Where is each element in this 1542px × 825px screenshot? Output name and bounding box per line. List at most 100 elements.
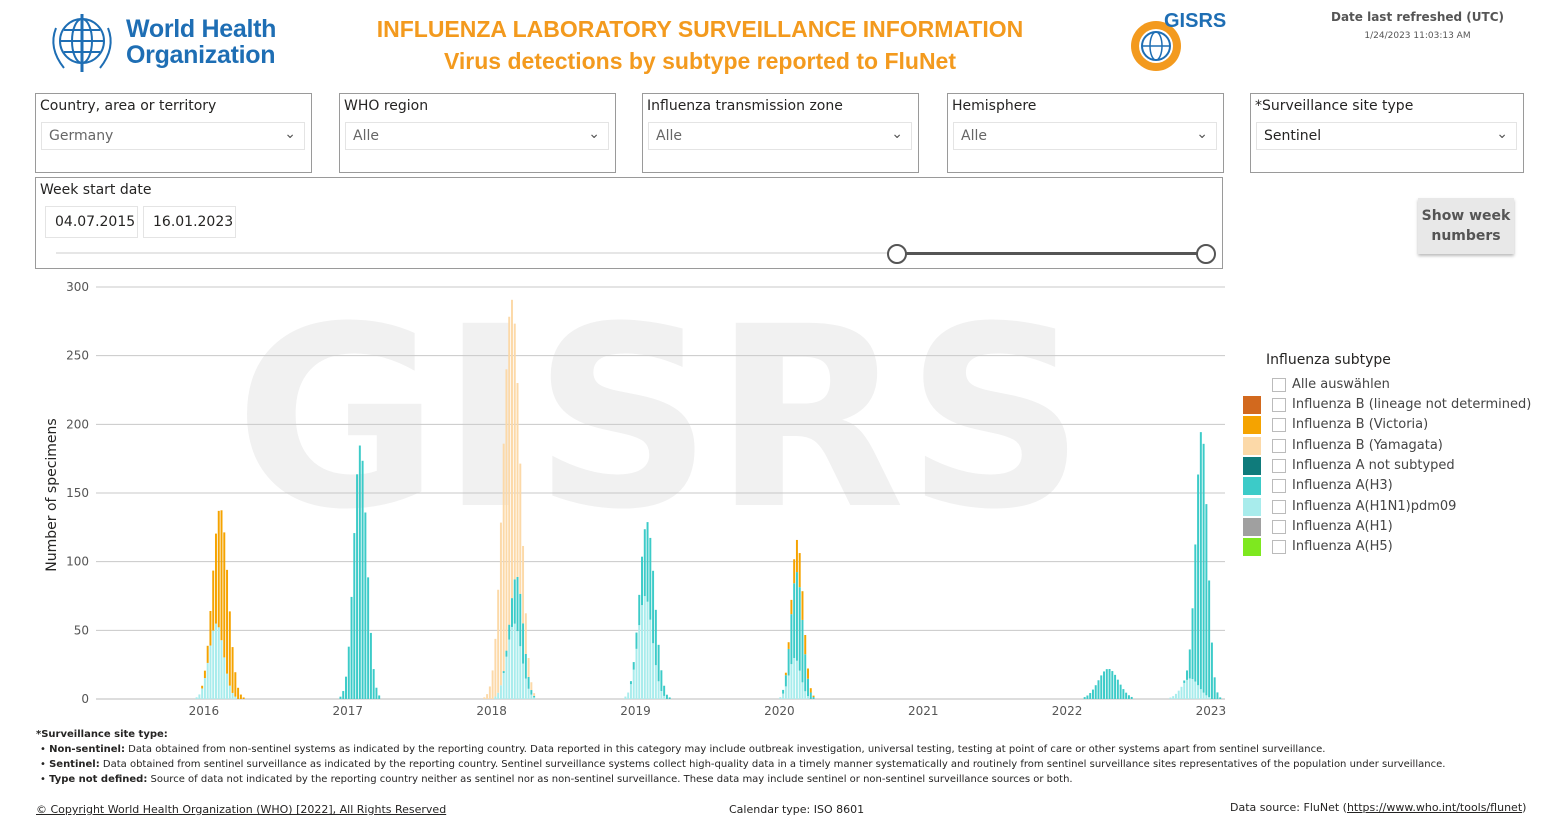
- bar-segment: [1108, 669, 1111, 699]
- bar-segment: [643, 529, 646, 597]
- bar-segment: [228, 685, 231, 699]
- bar-segment: [643, 596, 646, 699]
- bar-segment: [345, 676, 347, 699]
- bar-segment: [206, 645, 209, 663]
- bar-segment: [1202, 692, 1205, 699]
- date-slider-end-handle[interactable]: [1196, 244, 1216, 264]
- bar-segment: [237, 687, 240, 699]
- legend-item[interactable]: Influenza B (Victoria): [1243, 415, 1533, 435]
- bar-segment: [483, 697, 486, 699]
- legend-item-label: Influenza B (Yamagata): [1292, 437, 1443, 453]
- footnote-text: Data obtained from non-sentinel systems …: [124, 744, 1326, 755]
- bar-segment: [660, 691, 663, 699]
- bar-segment: [812, 695, 815, 698]
- bar-segment: [801, 591, 804, 620]
- legend-item[interactable]: Influenza A(H3): [1243, 476, 1533, 496]
- bar-segment: [339, 696, 342, 699]
- bar-segment: [530, 690, 533, 695]
- checkbox[interactable]: [1272, 378, 1286, 392]
- bar-segment: [502, 673, 505, 699]
- checkbox[interactable]: [1272, 398, 1286, 412]
- legend-item[interactable]: Influenza A(H1): [1243, 517, 1533, 537]
- y-tick-label: 300: [66, 280, 89, 294]
- bar-segment: [201, 688, 204, 699]
- bar-segment: [649, 619, 652, 699]
- bar-segment: [231, 647, 234, 693]
- copyright-link[interactable]: © Copyright World Health Organization (W…: [36, 803, 447, 816]
- bar-segment: [505, 369, 508, 651]
- footnote-line-sentinel: • Sentinel: Data obtained from sentinel …: [40, 759, 1446, 770]
- legend-swatch: [1243, 477, 1261, 496]
- bar-segment: [660, 670, 663, 692]
- bar-segment: [519, 463, 522, 594]
- checkbox[interactable]: [1272, 479, 1286, 494]
- chevron-down-icon: ⌄: [1196, 126, 1208, 142]
- footnote-heading-text: *Surveillance site type:: [36, 729, 168, 740]
- filter-hemisphere-label: Hemisphere: [952, 98, 1037, 114]
- bar-segment: [228, 611, 231, 686]
- week-start-from-input[interactable]: 04.07.2015: [45, 206, 138, 238]
- bar-segment: [1172, 696, 1175, 699]
- bar-segment: [511, 626, 513, 699]
- checkbox[interactable]: [1272, 540, 1286, 555]
- week-start-date-label: Week start date: [40, 182, 152, 198]
- bar-segment: [508, 624, 511, 640]
- bar-segment: [217, 627, 220, 699]
- bar-segment: [530, 682, 533, 691]
- bar-segment: [527, 657, 530, 677]
- bar-segment: [801, 619, 804, 683]
- checkbox[interactable]: [1272, 458, 1286, 473]
- footnote-term: Type not defined:: [49, 774, 148, 785]
- legend-item[interactable]: Influenza A(H1N1)pdm09: [1243, 497, 1533, 517]
- bar-segment: [627, 692, 630, 699]
- filter-who-region-dropdown[interactable]: Alle ⌄: [345, 122, 609, 150]
- bar-segment: [1202, 443, 1205, 693]
- bar-segment: [486, 694, 489, 699]
- filter-hemisphere-dropdown[interactable]: Alle ⌄: [953, 122, 1217, 150]
- filter-transmission-zone-dropdown[interactable]: Alle ⌄: [648, 122, 912, 150]
- legend-select-all[interactable]: Alle auswählen: [1243, 375, 1533, 395]
- data-source-link[interactable]: https://www.who.int/tools/flunet: [1346, 801, 1523, 814]
- week-start-to-input[interactable]: 16.01.2023: [143, 206, 236, 238]
- filter-country-label: Country, area or territory: [40, 98, 217, 114]
- checkbox[interactable]: [1272, 519, 1286, 534]
- show-week-numbers-button[interactable]: Show week numbers: [1418, 198, 1514, 254]
- date-slider-start-handle[interactable]: [887, 244, 907, 264]
- bar-segment: [795, 572, 798, 661]
- footnote-term: Non-sentinel:: [49, 744, 125, 755]
- checkbox[interactable]: [1272, 499, 1286, 514]
- bar-segment: [1219, 697, 1222, 699]
- legend-select-all-label: Alle auswählen: [1292, 377, 1390, 392]
- bar-segment: [638, 594, 641, 626]
- legend-item[interactable]: Influenza A(H5): [1243, 537, 1533, 557]
- legend-swatch: [1243, 416, 1261, 435]
- filter-who-region-label: WHO region: [344, 98, 429, 114]
- bar-segment: [635, 632, 638, 649]
- checkbox[interactable]: [1272, 418, 1286, 433]
- legend-item[interactable]: Influenza B (Yamagata): [1243, 436, 1533, 456]
- x-tick-label: 2022: [1052, 704, 1083, 718]
- filter-country-value: Germany: [49, 128, 114, 144]
- bar-segment: [533, 693, 536, 696]
- x-tick-label: 2016: [189, 704, 220, 718]
- x-tick-label: 2020: [764, 704, 795, 718]
- bar-segment: [1186, 679, 1188, 699]
- bar-segment: [524, 613, 527, 654]
- bar-segment: [1210, 642, 1213, 699]
- filter-surveillance-site-type-dropdown[interactable]: Sentinel ⌄: [1256, 122, 1517, 150]
- flu-subtype-chart: GISRS 0 50 100 150 200 250 300 2016 2017 2018 201…: [44, 273, 1226, 718]
- bar-segment: [1188, 678, 1191, 699]
- bar-segment: [804, 634, 807, 655]
- legend-item[interactable]: Influenza B (lineage not determined): [1243, 395, 1533, 415]
- bar-segment: [1188, 649, 1191, 679]
- filter-hemisphere: Hemisphere Alle ⌄: [947, 93, 1224, 173]
- bar-segment: [795, 660, 798, 699]
- legend-item[interactable]: Influenza A not subtyped: [1243, 456, 1533, 476]
- checkbox[interactable]: [1272, 438, 1286, 453]
- filter-who-region: WHO region Alle ⌄: [339, 93, 616, 173]
- bar-segment: [1105, 669, 1108, 699]
- bar-segment: [502, 443, 505, 672]
- bar-segment: [527, 676, 530, 689]
- bar-segment: [209, 645, 212, 699]
- filter-country-dropdown[interactable]: Germany ⌄: [41, 122, 305, 150]
